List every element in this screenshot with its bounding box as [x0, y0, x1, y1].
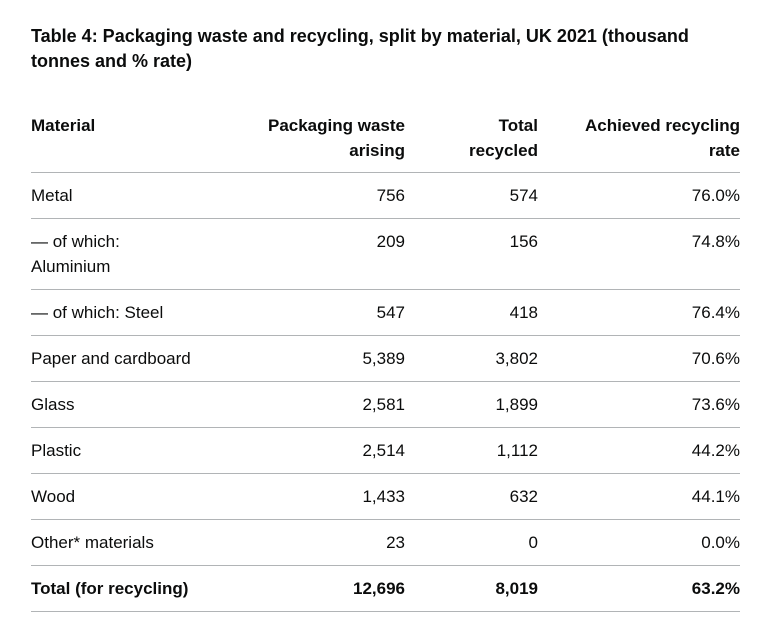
cell-packaging-waste-arising: 756	[201, 172, 405, 219]
cell-achieved-recycling-rate: 0.0%	[538, 519, 740, 566]
cell-total-recycled: 8,019	[405, 565, 538, 612]
cell-achieved-recycling-rate: 44.2%	[538, 427, 740, 474]
cell-material: Paper and cardboard	[31, 335, 201, 382]
cell-packaging-waste-arising: 23	[201, 519, 405, 566]
header-packaging-waste-arising: Packaging waste arising	[201, 113, 405, 173]
cell-material: — of which: Steel	[31, 289, 201, 336]
cell-total-recycled: 156	[405, 218, 538, 290]
packaging-waste-table: Material Packaging waste arising Total r…	[31, 113, 740, 612]
cell-packaging-waste-arising: 547	[201, 289, 405, 336]
cell-total-recycled: 3,802	[405, 335, 538, 382]
cell-total-recycled: 1,112	[405, 427, 538, 474]
cell-material: Other* materials	[31, 519, 201, 566]
table-row: — of which: Aluminium 209 156 74.8%	[31, 218, 740, 290]
table-row: Metal 756 574 76.0%	[31, 172, 740, 219]
cell-achieved-recycling-rate: 44.1%	[538, 473, 740, 520]
table-row: Plastic 2,514 1,112 44.2%	[31, 427, 740, 474]
cell-material: Wood	[31, 473, 201, 520]
cell-achieved-recycling-rate: 76.4%	[538, 289, 740, 336]
cell-material: — of which: Aluminium	[31, 218, 201, 290]
header-row: Material Packaging waste arising Total r…	[31, 113, 740, 173]
table-row: Other* materials 23 0 0.0%	[31, 519, 740, 566]
cell-achieved-recycling-rate: 73.6%	[538, 381, 740, 428]
cell-packaging-waste-arising: 1,433	[201, 473, 405, 520]
cell-total-recycled: 1,899	[405, 381, 538, 428]
cell-packaging-waste-arising: 2,514	[201, 427, 405, 474]
cell-total-recycled: 418	[405, 289, 538, 336]
table-row: — of which: Steel 547 418 76.4%	[31, 289, 740, 336]
cell-material: Metal	[31, 172, 201, 219]
cell-packaging-waste-arising: 209	[201, 218, 405, 290]
table-row: Wood 1,433 632 44.1%	[31, 473, 740, 520]
cell-achieved-recycling-rate: 70.6%	[538, 335, 740, 382]
cell-achieved-recycling-rate: 63.2%	[538, 565, 740, 612]
header-total-recycled: Total recycled	[405, 113, 538, 173]
table-title: Table 4: Packaging waste and recycling, …	[31, 26, 689, 71]
cell-total-recycled: 632	[405, 473, 538, 520]
cell-material: Glass	[31, 381, 201, 428]
header-achieved-recycling-rate: Achieved recycling rate	[538, 113, 740, 173]
cell-total-recycled: 574	[405, 172, 538, 219]
table-row: Paper and cardboard 5,389 3,802 70.6%	[31, 335, 740, 382]
cell-packaging-waste-arising: 12,696	[201, 565, 405, 612]
cell-achieved-recycling-rate: 74.8%	[538, 218, 740, 290]
cell-total-recycled: 0	[405, 519, 538, 566]
cell-material: Plastic	[31, 427, 201, 474]
cell-packaging-waste-arising: 5,389	[201, 335, 405, 382]
header-material: Material	[31, 113, 201, 173]
cell-material: Total (for recycling)	[31, 565, 201, 612]
cell-packaging-waste-arising: 2,581	[201, 381, 405, 428]
table-row: Glass 2,581 1,899 73.6%	[31, 381, 740, 428]
cell-achieved-recycling-rate: 76.0%	[538, 172, 740, 219]
total-row: Total (for recycling) 12,696 8,019 63.2%	[31, 565, 740, 612]
